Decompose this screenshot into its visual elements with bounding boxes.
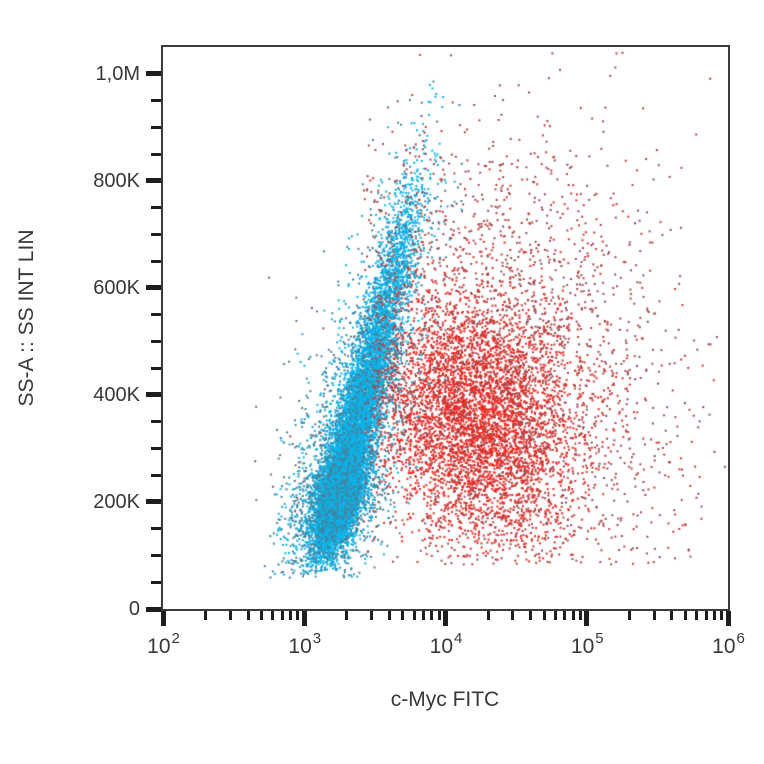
y-tick-label: 600K — [93, 276, 140, 299]
y-tick-label: 0 — [128, 598, 140, 620]
x-minor-tick — [670, 611, 674, 620]
x-minor-tick — [345, 611, 349, 620]
y-minor-tick — [151, 473, 161, 477]
y-tick-label: 800K — [93, 169, 140, 192]
x-tick-label: 103 — [288, 630, 322, 658]
x-minor-tick — [401, 611, 405, 620]
x-minor-tick — [683, 611, 687, 620]
x-minor-tick — [387, 611, 391, 620]
y-minor-tick — [151, 152, 161, 156]
x-major-tick — [160, 611, 166, 626]
y-tick-label: 1,0M — [95, 62, 140, 85]
y-minor-tick — [151, 420, 161, 424]
x-minor-tick — [578, 611, 582, 620]
y-minor-tick — [151, 553, 161, 557]
y-minor-tick — [151, 99, 161, 103]
x-minor-tick — [280, 611, 284, 620]
x-tick-label: 106 — [712, 630, 745, 658]
x-minor-tick — [542, 611, 546, 620]
x-major-tick — [725, 611, 731, 626]
x-minor-tick — [289, 611, 293, 620]
y-minor-tick — [151, 527, 161, 531]
x-minor-tick — [422, 611, 426, 620]
y-minor-tick — [151, 580, 161, 584]
x-minor-tick — [246, 611, 250, 620]
y-major-tick — [146, 392, 161, 398]
y-minor-tick — [151, 446, 161, 450]
y-minor-tick — [151, 313, 161, 317]
x-minor-tick — [695, 611, 699, 620]
x-minor-tick — [486, 611, 490, 620]
x-minor-tick — [627, 611, 631, 620]
x-major-tick — [443, 611, 448, 626]
y-minor-tick — [151, 125, 161, 129]
x-minor-tick — [271, 611, 275, 620]
y-major-tick — [146, 178, 161, 184]
y-minor-tick — [151, 206, 161, 210]
y-minor-tick — [151, 259, 161, 263]
x-minor-tick — [553, 611, 557, 620]
y-major-tick — [146, 285, 161, 291]
x-minor-tick — [412, 611, 416, 620]
x-minor-tick — [529, 611, 533, 620]
y-major-tick — [146, 606, 161, 612]
x-minor-tick — [260, 611, 264, 620]
scatter-canvas — [163, 47, 728, 609]
x-minor-tick — [712, 611, 716, 620]
y-minor-tick — [151, 366, 161, 370]
x-minor-tick — [571, 611, 575, 620]
x-tick-label: 105 — [570, 630, 604, 658]
x-minor-tick — [228, 611, 232, 620]
x-minor-tick — [652, 611, 656, 620]
x-minor-tick — [437, 611, 441, 620]
x-minor-tick — [296, 611, 300, 620]
x-minor-tick — [430, 611, 434, 620]
x-minor-tick — [511, 611, 515, 620]
y-minor-tick — [151, 232, 161, 236]
x-major-tick — [584, 611, 590, 626]
x-minor-tick — [370, 611, 374, 620]
y-tick-label: 200K — [93, 490, 140, 513]
x-minor-tick — [563, 611, 567, 620]
x-minor-tick — [204, 611, 208, 620]
y-minor-tick — [151, 339, 161, 343]
x-minor-tick — [720, 611, 724, 620]
x-major-tick — [301, 611, 307, 626]
y-tick-label: 400K — [93, 383, 140, 406]
y-axis-title: SS-A :: SS INT LIN — [15, 229, 38, 407]
x-tick-label: 102 — [147, 630, 180, 658]
x-tick-label: 104 — [429, 630, 463, 658]
y-major-tick — [146, 499, 161, 505]
y-major-tick — [146, 71, 161, 77]
x-axis-title: c-Myc FITC — [390, 688, 500, 711]
x-minor-tick — [704, 611, 708, 620]
